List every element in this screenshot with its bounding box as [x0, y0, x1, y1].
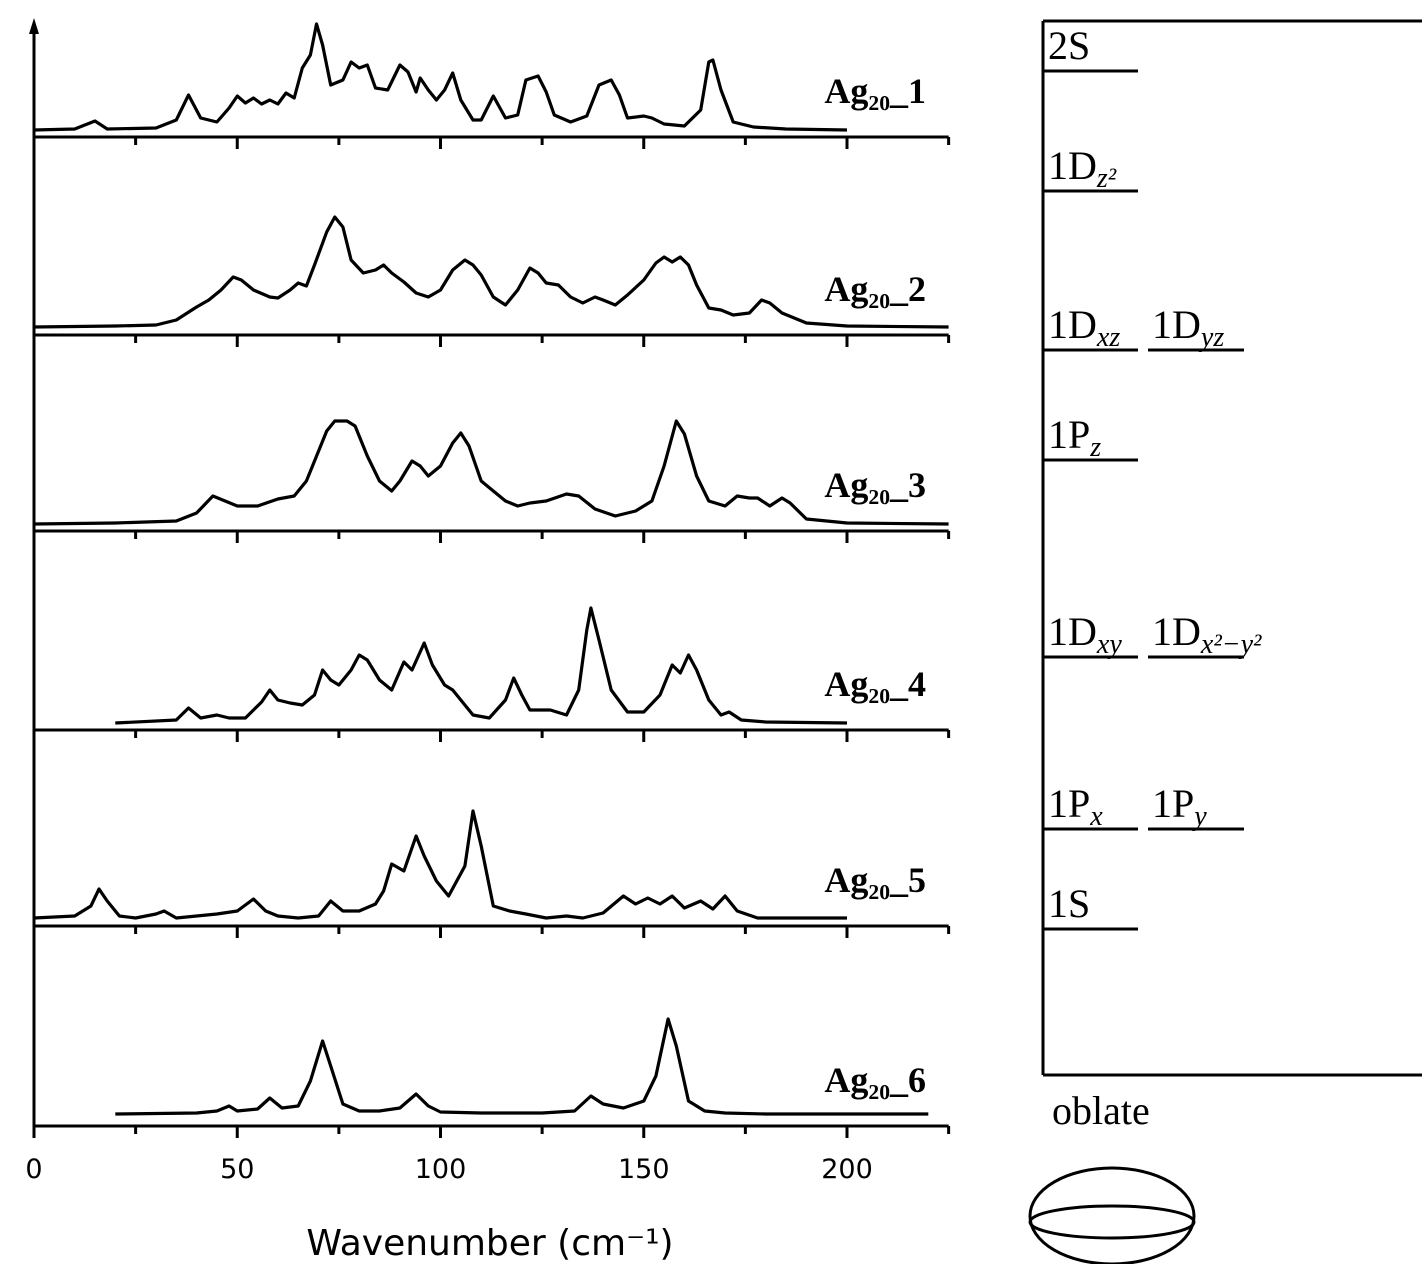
y-axis-arrow: [29, 18, 39, 34]
series-label: Ag₂₀_1: [824, 71, 926, 111]
level-sub: xy: [1096, 629, 1122, 660]
spectrum-line: [33, 419, 949, 526]
x-tick-label: 0: [25, 1154, 42, 1185]
level-label: 1Dz²: [1048, 143, 1117, 194]
shape-label: oblate: [1052, 1088, 1150, 1133]
level-label: 1Dx²−y²: [1152, 609, 1262, 660]
series-label: Ag₂₀_5: [824, 860, 926, 900]
series-label: Ag₂₀_4: [824, 664, 926, 704]
series-label: Ag₂₀_3: [824, 465, 926, 505]
level-label: 1Py: [1152, 781, 1207, 832]
level-sub: y: [1191, 801, 1207, 832]
level-main: 1D: [1152, 302, 1201, 347]
series-label: Ag₂₀_6: [824, 1060, 926, 1100]
level-label: 1Dyz: [1152, 302, 1224, 353]
level-main: 1P: [1048, 781, 1090, 826]
x-tick-label: 50: [220, 1154, 254, 1185]
level-frame: [1041, 19, 1422, 1077]
level-sub: z: [1089, 432, 1101, 463]
x-axis-label: Wavenumber (cm⁻¹): [306, 1223, 673, 1264]
level-main: 1D: [1048, 609, 1097, 654]
level-main: 1D: [1048, 302, 1097, 347]
level-main: 1P: [1048, 412, 1090, 457]
ellipsoid-outline: [1028, 1166, 1196, 1264]
level-label: 1Dxz: [1048, 302, 1120, 353]
ellipsoid-equator: [1028, 1204, 1196, 1240]
oblate-shape: [1028, 1166, 1196, 1264]
level-main: 1D: [1152, 609, 1201, 654]
series-label: Ag₂₀_2: [824, 269, 926, 309]
level-main: 2S: [1048, 23, 1090, 68]
level-sub: yz: [1198, 322, 1224, 353]
level-label: 1Pz: [1048, 412, 1101, 463]
x-tick-label: 150: [618, 1154, 670, 1185]
level-main: 1D: [1048, 143, 1097, 188]
spectrum-line: [33, 22, 848, 132]
spectrum-line: [115, 606, 848, 725]
level-sub: x: [1089, 801, 1103, 832]
level-sub: z²: [1096, 163, 1117, 194]
level-main: 1P: [1152, 781, 1194, 826]
spectrum-line: [33, 809, 847, 920]
x-tick-label: 100: [415, 1154, 467, 1185]
level-sub: xz: [1096, 322, 1120, 353]
level-main: 1S: [1048, 881, 1090, 926]
level-label: 1Px: [1048, 781, 1103, 832]
level-label: 1Dxy: [1048, 609, 1122, 660]
level-label: 1S: [1048, 881, 1090, 926]
level-label: 2S: [1048, 23, 1090, 68]
x-tick-label: 200: [821, 1154, 873, 1185]
spectrum-line: [115, 1017, 929, 1116]
level-sub: x²−y²: [1200, 629, 1262, 660]
spectrum-line: [33, 215, 949, 329]
